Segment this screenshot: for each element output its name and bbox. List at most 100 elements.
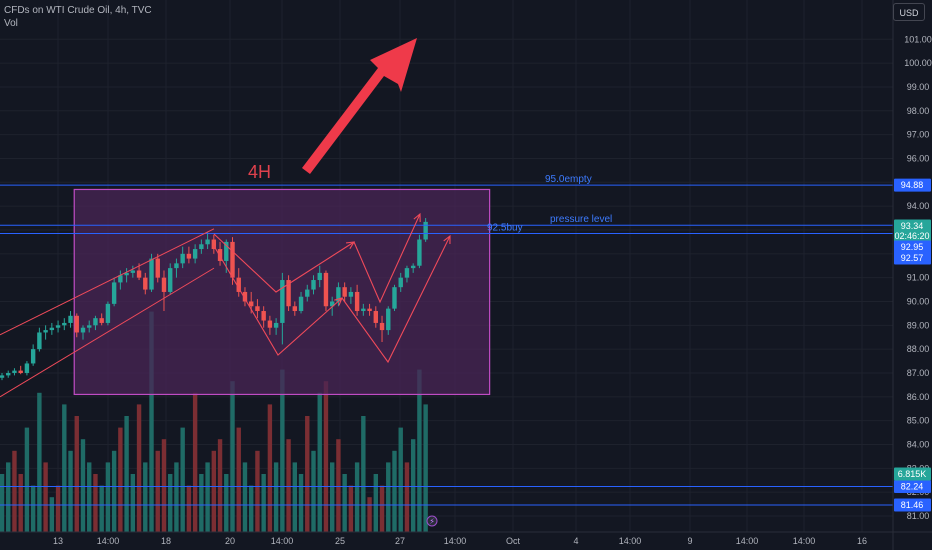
- candle-body: [111, 282, 117, 304]
- volume-bar: [37, 392, 42, 532]
- volume-bar: [398, 427, 403, 532]
- volume-bar: [292, 462, 298, 532]
- volume-bar: [18, 474, 23, 532]
- candle-body: [329, 301, 335, 307]
- candle-body: [6, 372, 11, 376]
- candle-body: [43, 330, 48, 333]
- candle-body: [205, 239, 210, 245]
- volume-bar: [367, 497, 372, 532]
- candle-body: [292, 306, 298, 312]
- volume-label[interactable]: Vol: [4, 18, 18, 29]
- currency-button[interactable]: USD: [893, 3, 925, 21]
- candle-body: [168, 268, 173, 292]
- volume-bar: [161, 439, 167, 532]
- x-tick-label: 20: [225, 536, 235, 546]
- candle-body: [161, 277, 167, 292]
- volume-bar: [55, 485, 61, 532]
- volume-bar: [180, 427, 185, 532]
- y-tick-label: 99.00: [907, 82, 930, 92]
- zigzag-arrow-upper: [213, 233, 355, 293]
- last-price-badge: 93.34: [901, 221, 924, 231]
- x-tick-label: 9: [687, 536, 692, 546]
- candle-body: [423, 221, 428, 240]
- level-badge-bg: [894, 240, 931, 254]
- y-tick-label: 97.00: [907, 130, 930, 140]
- candle-body: [87, 325, 92, 328]
- candle-body: [242, 291, 248, 302]
- volume-bar: [298, 474, 304, 532]
- level-badge: 81.46: [901, 500, 924, 510]
- volume-bar: [311, 450, 316, 532]
- x-tick-label: 18: [161, 536, 171, 546]
- price-axis: [893, 0, 932, 550]
- volume-bar: [149, 311, 154, 532]
- volume-bar: [24, 427, 30, 532]
- volume-bar: [236, 427, 241, 532]
- x-tick-label: 14:00: [619, 536, 642, 546]
- volume-bar: [168, 474, 173, 532]
- volume-bar: [6, 462, 11, 532]
- volume-bar: [87, 462, 92, 532]
- volume-bar: [43, 462, 48, 532]
- volume-bar: [118, 427, 123, 532]
- volume-bar: [155, 450, 160, 532]
- x-tick-label: 14:00: [793, 536, 816, 546]
- x-tick-label: 14:00: [444, 536, 467, 546]
- candle-body: [0, 375, 5, 378]
- candle-body: [124, 272, 129, 276]
- volume-bar: [105, 462, 111, 532]
- volume-bar: [136, 404, 142, 532]
- candle-body: [12, 370, 17, 373]
- volume-bar: [348, 485, 354, 532]
- y-tick-label: 89.00: [907, 320, 930, 330]
- x-tick-label: 27: [395, 536, 405, 546]
- volume-bar: [323, 381, 329, 532]
- volume-bar: [12, 450, 17, 532]
- candle-body: [367, 308, 372, 312]
- candle-body: [80, 327, 86, 333]
- candle-body: [155, 258, 160, 278]
- x-tick-label: 13: [53, 536, 63, 546]
- candle-body: [30, 349, 36, 364]
- volume-bar: [192, 392, 198, 532]
- candle-body: [149, 258, 154, 290]
- volume-bar: [354, 462, 360, 532]
- volume-bar: [379, 485, 385, 532]
- y-tick-label: 101.00: [904, 34, 932, 44]
- candle-body: [379, 322, 385, 331]
- candle-body: [211, 239, 217, 250]
- symbol-title[interactable]: CFDs on WTI Crude Oil, 4h, TVC: [4, 5, 152, 16]
- y-tick-label: 90.00: [907, 296, 930, 306]
- volume-bar: [174, 462, 179, 532]
- x-tick-label: 25: [335, 536, 345, 546]
- volume-bar: [99, 485, 104, 532]
- event-marker-icon: [426, 515, 438, 527]
- x-tick-label: 14:00: [271, 536, 294, 546]
- volume-bar: [317, 392, 322, 532]
- arrow-head: [413, 212, 421, 223]
- lightning-icon: ⚡: [429, 517, 435, 526]
- candle-body: [354, 291, 360, 312]
- candle-body: [255, 306, 260, 312]
- volume-bar: [280, 369, 285, 532]
- candle-body: [249, 301, 254, 307]
- volume-bar: [230, 381, 235, 532]
- trend-channel-lower: [0, 267, 215, 398]
- last-price-badge-bg: [894, 219, 931, 233]
- level-badge-bg: [894, 178, 931, 192]
- candle-body: [143, 277, 148, 290]
- candle-body: [373, 311, 378, 323]
- volume-bar: [211, 450, 217, 532]
- candle-body: [136, 270, 142, 278]
- y-tick-label: 87.00: [907, 368, 930, 378]
- volume-bar: [143, 462, 148, 532]
- candle-body: [311, 280, 316, 290]
- candle-body: [398, 277, 403, 288]
- volume-bar: [49, 497, 55, 532]
- candle-body: [99, 318, 104, 323]
- candle-body: [174, 263, 179, 269]
- y-tick-label: 81.00: [907, 511, 930, 521]
- y-tick-label: 84.00: [907, 439, 930, 449]
- candle-body: [55, 325, 61, 328]
